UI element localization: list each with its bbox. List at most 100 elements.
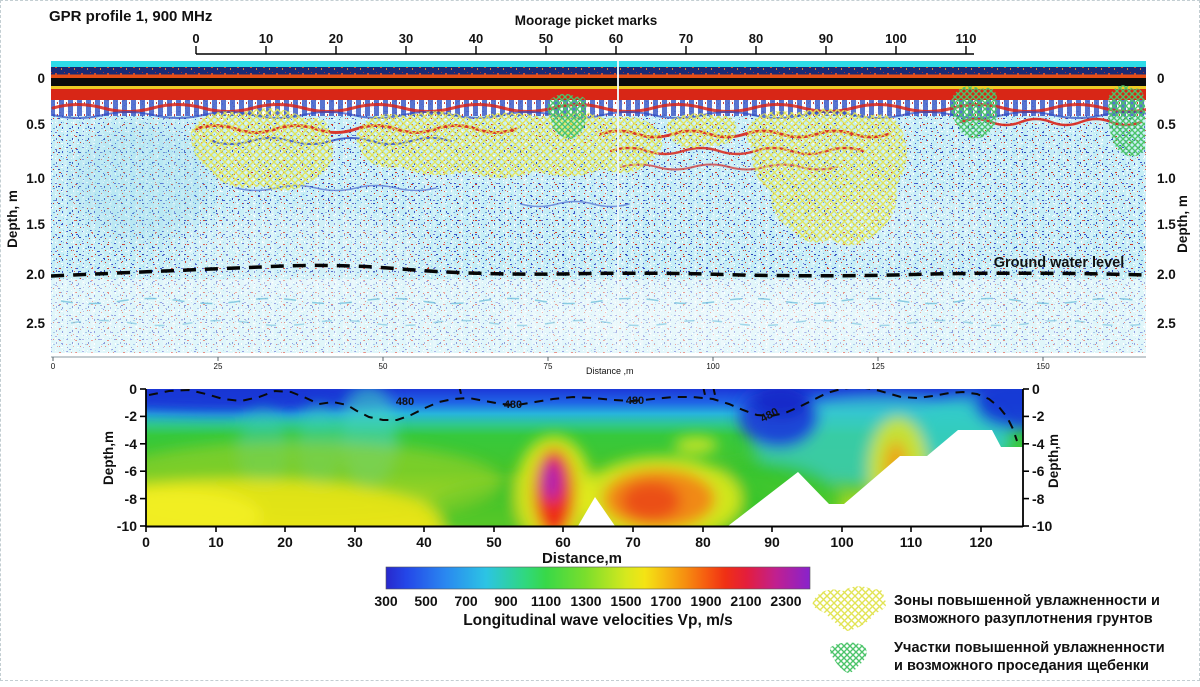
tomo-x-tick: 20 (277, 534, 293, 550)
tomo-y-tick: -4 (1032, 436, 1045, 452)
yellow-zone-3 (666, 113, 737, 149)
yellow-zone-4 (746, 108, 907, 246)
tomo-x-tick: 120 (969, 534, 993, 550)
radargram-panel (51, 61, 1146, 353)
tomo-y-tick: 0 (1032, 381, 1040, 397)
green-zone-2 (950, 86, 998, 139)
no-data-staircase (728, 430, 1023, 526)
distance-tick: 0 (51, 362, 56, 371)
depth-tick: 2.0 (26, 267, 45, 282)
legend-text: Зоны повышенной увлажненности и возможно… (894, 593, 1165, 674)
picket-tick: 110 (956, 31, 977, 46)
distance-tick: 25 (214, 362, 223, 371)
tomo-y-tick: -8 (125, 491, 138, 507)
picket-tick: 0 (192, 31, 199, 46)
depth-tick: 0 (37, 71, 45, 86)
tomo-y-tick: -10 (117, 518, 137, 534)
depth-tick: 0.5 (26, 117, 45, 132)
picket-tick: 70 (679, 31, 693, 46)
tomo-y-tick: -2 (1032, 408, 1045, 424)
picket-tick: 10 (259, 31, 273, 46)
colorbar-tick: 300 (374, 593, 398, 609)
tomo-y-tick: 0 (129, 381, 137, 397)
picket-tick: 30 (399, 31, 413, 46)
colorbar-tick: 1900 (690, 593, 721, 609)
groundwater-label: Ground water level (994, 255, 1125, 271)
tomo-y-tick: -6 (1032, 463, 1045, 479)
colorbar-tick: 900 (494, 593, 518, 609)
legend-item2-line1: Участки повышенной увлажненности (894, 640, 1165, 656)
tomo-x-tick: 40 (416, 534, 432, 550)
picket-tick: 60 (609, 31, 623, 46)
radargram-distance-axis: 0 25 50 75 100 125 150 Distance ,m (51, 356, 1146, 376)
tomo-y-tick: -4 (125, 436, 138, 452)
tomogram-y-tick-labels-right: 0 -2 -4 -6 -8 -10 (1032, 381, 1052, 534)
legend-item2-line2: и возможного проседания щебенки (894, 658, 1149, 674)
picket-tick: 90 (819, 31, 833, 46)
colorbar-tick-labels: 300 500 700 900 1100 1300 1500 1700 1900… (374, 593, 801, 609)
tomogram-y-axis-label-right: Depth,m (1046, 434, 1061, 488)
colorbar-gradient (385, 566, 811, 590)
tomo-x-tick: 100 (830, 534, 854, 550)
depth-tick: 1.0 (1157, 171, 1176, 186)
contour-480 (148, 389, 1018, 442)
distance-tick: 75 (544, 362, 553, 371)
colorbar-tick: 1100 (531, 593, 562, 609)
colorbar-tick: 2100 (730, 593, 761, 609)
tomo-x-tick: 10 (208, 534, 224, 550)
legend-swatch-yellow-zone (812, 586, 887, 631)
colorbar-caption: Longitudinal wave velocities Vp, m/s (463, 612, 733, 629)
distance-tick: 100 (706, 362, 720, 371)
tomo-y-tick: -6 (125, 463, 138, 479)
tomogram-tick-marks (140, 388, 1029, 532)
moisture-zones-yellow (190, 108, 907, 246)
yellow-zone-2 (356, 111, 663, 178)
picket-axis-tick-labels: 0 10 20 30 40 50 60 70 80 90 100 110 (192, 31, 976, 46)
no-data-regions (578, 430, 1023, 526)
distance-axis-label: Distance ,m (586, 366, 634, 376)
colorbar-tick: 1700 (650, 593, 681, 609)
radargram-depth-axis-left: Depth, m 0 0.5 1.0 1.5 2.0 2.5 (5, 71, 45, 331)
depth-tick: 1.0 (26, 171, 45, 186)
depth-tick: 1.5 (1157, 217, 1176, 232)
tomo-y-tick: -2 (125, 408, 138, 424)
tomo-x-tick: 30 (347, 534, 363, 550)
picket-tick: 50 (539, 31, 553, 46)
colorbar-tick: 700 (454, 593, 478, 609)
depth-tick: 2.5 (26, 316, 45, 331)
depth-tick-labels-right: 0 0.5 1.0 1.5 2.0 2.5 (1157, 71, 1176, 331)
picket-axis: Moorage picket marks 0 10 20 30 40 50 60… (192, 13, 976, 55)
distance-tick: 150 (1036, 362, 1050, 371)
depth-tick: 1.5 (26, 217, 45, 232)
no-data-triangle (578, 497, 615, 526)
distance-tick: 125 (871, 362, 885, 371)
radargram-depth-axis-right: Depth, m 0 0.5 1.0 1.5 2.0 2.5 (1157, 71, 1190, 331)
tomogram-x-axis-label: Distance,m (542, 550, 622, 567)
figure-title: GPR profile 1, 900 MHz (49, 8, 212, 25)
below-groundwater-fade (51, 279, 1146, 353)
colorbar-tick: 500 (414, 593, 438, 609)
tomo-x-tick: 70 (625, 534, 641, 550)
picket-tick: 20 (329, 31, 343, 46)
tomogram-y-tick-labels-left: 0 -2 -4 -6 -8 -10 (117, 381, 137, 534)
green-zone-3 (1108, 85, 1146, 157)
depth-tick-labels-left: 0 0.5 1.0 1.5 2.0 2.5 (26, 71, 45, 331)
green-zone-1 (547, 93, 587, 139)
tomogram-panel (146, 389, 1023, 526)
tomo-y-tick: -10 (1032, 518, 1052, 534)
picket-tick: 40 (469, 31, 483, 46)
picket-tick: 80 (749, 31, 763, 46)
colorbar-tick: 1300 (570, 593, 601, 609)
distance-tick: 50 (379, 362, 388, 371)
depth-axis-label-right: Depth, m (1175, 195, 1190, 253)
legend: Зоны повышенной увлажненности и возможно… (812, 586, 1165, 674)
moisture-zones-green (547, 85, 1146, 157)
depth-tick: 2.0 (1157, 267, 1176, 282)
distance-axis-ticks (52, 357, 1044, 361)
tomo-x-tick: 0 (142, 534, 150, 550)
groundwater-level-line (51, 263, 1146, 278)
tomo-y-tick: -8 (1032, 491, 1045, 507)
legend-item1-line2: возможного разуплотнения грунтов (894, 611, 1153, 627)
